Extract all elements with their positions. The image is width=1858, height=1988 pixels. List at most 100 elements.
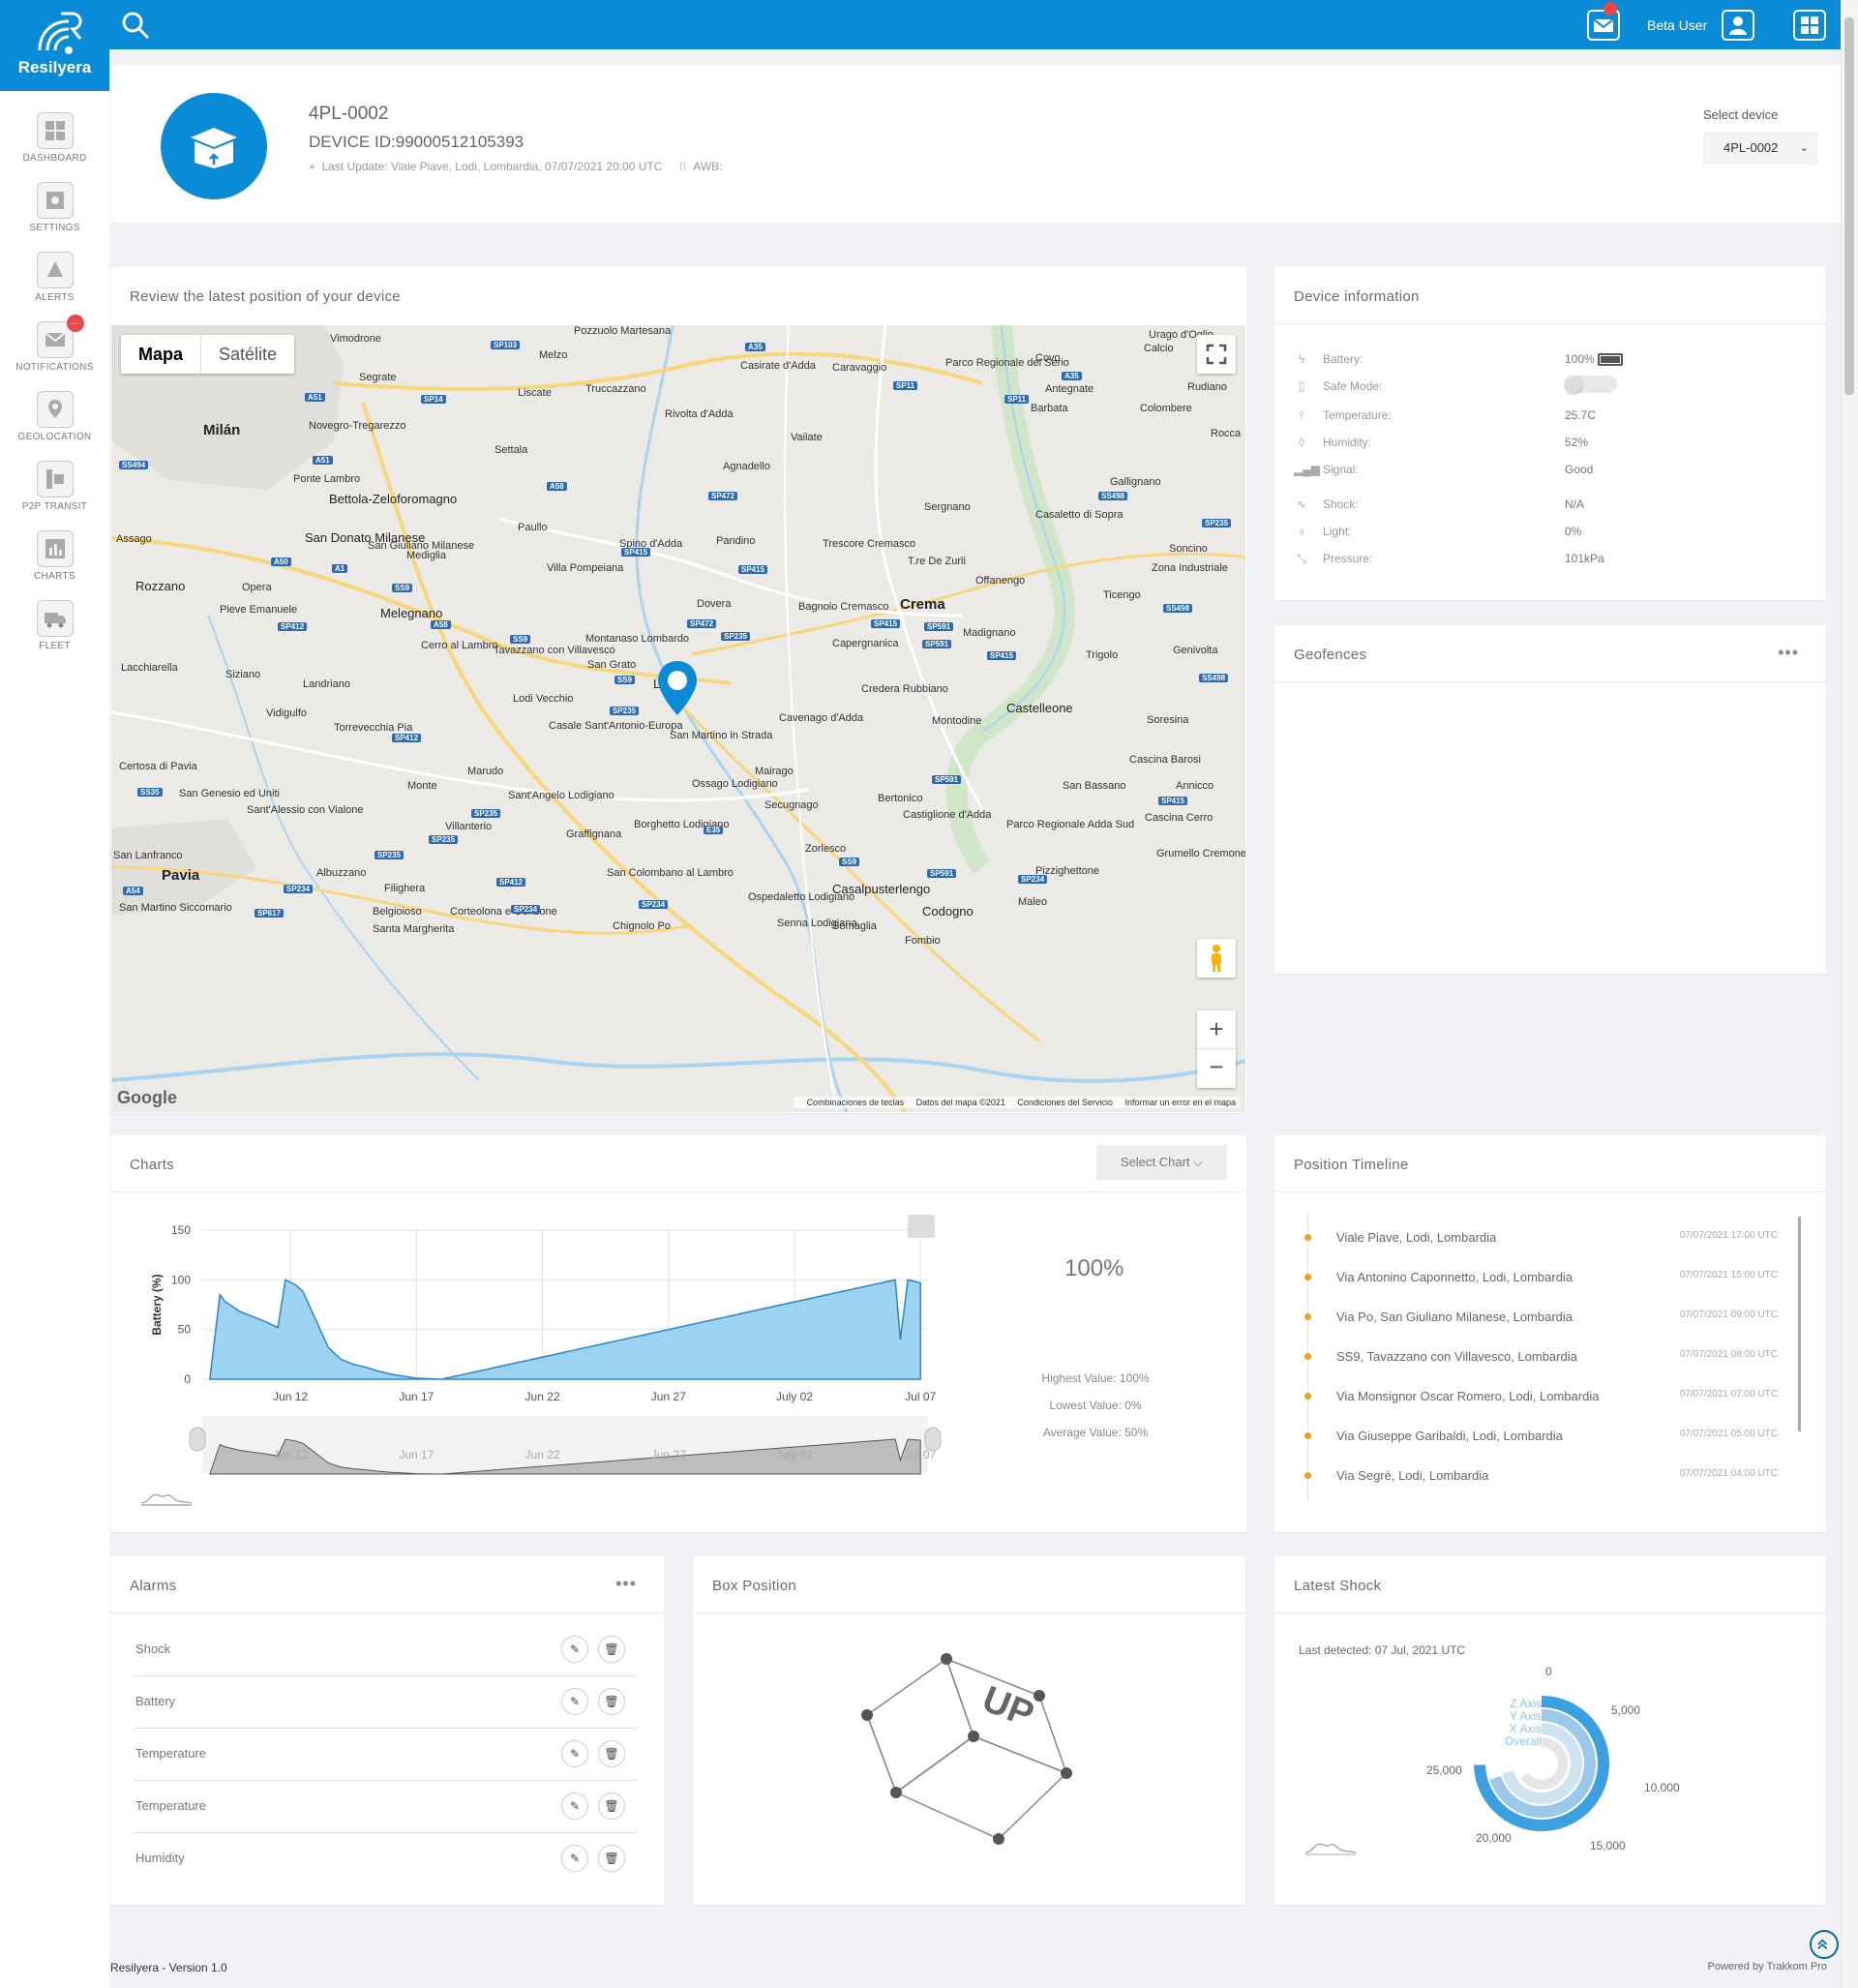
sidebar-item-p2p-transit[interactable]: P2P TRANSIT bbox=[0, 449, 109, 519]
info-light: ♁ Light: bbox=[1294, 525, 1352, 538]
search-icon[interactable] bbox=[120, 10, 151, 41]
timeline-item[interactable]: Via Antonino Caponnetto, Lodi, Lombardia… bbox=[1294, 1268, 1797, 1287]
sidebar-item-geolocation[interactable]: GEOLOCATION bbox=[0, 379, 109, 449]
chart-options-button bbox=[908, 1215, 935, 1238]
map-footer-data: Datos del mapa ©2021 bbox=[915, 1098, 1005, 1107]
battery-area-chart[interactable]: 0 50 100 150 Jun 12 Jun 17 Jun 22 Jun 27 July 02… bbox=[110, 1193, 981, 1522]
box-orientation-3d[interactable]: UP bbox=[854, 1645, 1086, 1878]
scroll-to-top-button[interactable] bbox=[1810, 1930, 1839, 1959]
map-place-label: Casaletto di Sopra bbox=[1035, 509, 1124, 521]
edit-pencil-icon[interactable]: ✎ bbox=[561, 1636, 588, 1663]
footer-powered-by[interactable]: Powered by Trakkom Pro bbox=[1707, 1961, 1828, 1973]
timeline-address: Via Antonino Caponnetto, Lodi, Lombardia bbox=[1336, 1270, 1573, 1284]
page-scrollbar-thumb[interactable] bbox=[1844, 17, 1854, 395]
sidebar-item-label: DASHBOARD bbox=[22, 153, 87, 164]
more-options-icon[interactable]: ••• bbox=[615, 1574, 637, 1593]
sidebar-item-notifications[interactable]: ... NOTIFICATIONS bbox=[0, 310, 109, 379]
fullscreen-button[interactable] bbox=[1197, 335, 1236, 374]
bolt-icon: ϟ bbox=[1298, 352, 1305, 366]
map-view[interactable]: Vimodrone Pozzuolo Martesana Melzo Casirate… bbox=[111, 325, 1245, 1112]
trash-icon[interactable]: 🗑 bbox=[598, 1740, 625, 1767]
select-chart-button[interactable]: Select Chart ⌵ bbox=[1096, 1145, 1227, 1180]
road-shield: SS494 bbox=[119, 461, 149, 469]
messages-button[interactable] bbox=[1587, 10, 1620, 41]
sidebar-item-charts[interactable]: CHARTS bbox=[0, 519, 109, 588]
road-shield: SP472 bbox=[687, 619, 717, 628]
tab-satelite[interactable]: Satélite bbox=[200, 335, 294, 374]
street-view-button[interactable] bbox=[1197, 939, 1236, 978]
edit-pencil-icon[interactable]: ✎ bbox=[561, 1688, 588, 1715]
timeline-item[interactable]: Via Giuseppe Garibaldi, Lodi, Lombardia 0… bbox=[1294, 1427, 1797, 1446]
map-place-label: Assago bbox=[116, 533, 152, 545]
timeline-item[interactable]: Viale Piave, Lodi, Lombardia 07/07/2021 1… bbox=[1294, 1228, 1797, 1248]
safe-mode-toggle[interactable] bbox=[1565, 376, 1617, 393]
device-info-title: Device information bbox=[1294, 288, 1420, 305]
brand-logo[interactable]: Resilyera bbox=[0, 0, 109, 91]
sidebar-item-settings[interactable]: SETTINGS bbox=[0, 170, 109, 240]
map-place-label: Ponte Lambro bbox=[293, 473, 361, 485]
device-location-marker[interactable] bbox=[655, 659, 700, 717]
map-place-label: San Lanfranco bbox=[113, 850, 183, 861]
map-place-label: San Martino Siccomario bbox=[119, 902, 232, 914]
gear-icon bbox=[36, 182, 74, 219]
shock-radial-chart[interactable] bbox=[1464, 1686, 1619, 1841]
timeline-address: Via Giuseppe Garibaldi, Lodi, Lombardia bbox=[1336, 1429, 1563, 1443]
map-place-label: Calcio bbox=[1144, 343, 1174, 354]
zoom-out-button[interactable]: − bbox=[1209, 1052, 1224, 1081]
trash-icon[interactable]: 🗑 bbox=[598, 1688, 625, 1715]
divider bbox=[1274, 1191, 1826, 1192]
sidebar-item-alerts[interactable]: ALERTS bbox=[0, 240, 109, 310]
map-footer-terms[interactable]: Condiciones del Servicio bbox=[1017, 1098, 1113, 1107]
timeline-date: 07/07/2021 08:00 UTC bbox=[1679, 1349, 1778, 1360]
sparkline-icon[interactable] bbox=[1304, 1837, 1358, 1856]
apps-menu-button[interactable] bbox=[1793, 10, 1826, 41]
user-profile-button[interactable] bbox=[1722, 10, 1754, 41]
legend-x-axis: X Axis bbox=[1509, 1722, 1542, 1735]
chevron-double-up-icon bbox=[1817, 1939, 1828, 1949]
battery-value: 100% bbox=[1565, 352, 1595, 366]
timeline-item[interactable]: Via Po, San Giuliano Milanese, Lombardia… bbox=[1294, 1308, 1797, 1327]
sidebar-item-dashboard[interactable]: DASHBOARD bbox=[0, 101, 109, 170]
map-place-label: Bertonico bbox=[878, 793, 923, 804]
timeline-item[interactable]: Via Segrè, Lodi, Lombardia 07/07/2021 04:… bbox=[1294, 1466, 1797, 1486]
shock-axis-10000: 10,000 bbox=[1644, 1781, 1680, 1794]
navigator-tick-label: Jun 12 bbox=[273, 1448, 308, 1461]
map-footer-shortcuts[interactable]: Combinaciones de teclas bbox=[806, 1098, 905, 1107]
map-place-label: Somaglia bbox=[832, 920, 877, 932]
sidebar-item-fleet[interactable]: FLEET bbox=[0, 588, 109, 658]
divider bbox=[1274, 323, 1826, 324]
timeline-scrollbar[interactable] bbox=[1798, 1217, 1801, 1431]
info-label: Light: bbox=[1323, 525, 1352, 538]
divider bbox=[110, 1612, 664, 1613]
z-axis-ring bbox=[1474, 1696, 1609, 1831]
timeline-item[interactable]: SS9, Tavazzano con Villavesco, Lombardia… bbox=[1294, 1347, 1797, 1367]
tab-mapa[interactable]: Mapa bbox=[138, 345, 184, 364]
envelope-icon: ... bbox=[36, 315, 84, 358]
map-place-label: Graffignana bbox=[566, 828, 622, 840]
road-shield: SP11 bbox=[1004, 395, 1030, 404]
bell-icon bbox=[36, 252, 74, 288]
x-tick-label: Jun 22 bbox=[525, 1390, 560, 1403]
trash-icon[interactable]: 🗑 bbox=[598, 1792, 625, 1820]
y-tick-label: 150 bbox=[171, 1223, 191, 1237]
map-place-label: San Bassano bbox=[1063, 780, 1126, 792]
map-roads bbox=[111, 325, 1245, 1112]
position-timeline-card: Position Timeline Viale Piave, Lodi, Lom… bbox=[1274, 1135, 1826, 1532]
page-scrollbar[interactable] bbox=[1841, 0, 1858, 1988]
more-options-icon[interactable]: ••• bbox=[1778, 643, 1799, 662]
edit-pencil-icon[interactable]: ✎ bbox=[561, 1845, 588, 1872]
username[interactable]: Beta User bbox=[1647, 17, 1708, 33]
map-place-label: Antegnate bbox=[1045, 383, 1094, 395]
road-shield: SS9 bbox=[614, 676, 636, 684]
map-footer-report[interactable]: Informar un error en el mapa bbox=[1124, 1098, 1236, 1107]
trash-icon[interactable]: 🗑 bbox=[598, 1845, 625, 1872]
zoom-in-button[interactable]: + bbox=[1197, 1010, 1236, 1049]
trash-icon[interactable]: 🗑 bbox=[598, 1636, 625, 1663]
timeline-item[interactable]: Via Monsignor Oscar Romero, Lodi, Lombar… bbox=[1294, 1387, 1797, 1406]
edit-pencil-icon[interactable]: ✎ bbox=[561, 1740, 588, 1767]
map-place-label: Villa Pompeiana bbox=[547, 562, 624, 574]
device-select[interactable]: 4PL-0002 ⌄ bbox=[1703, 132, 1817, 165]
map-place-label: Albuzzano bbox=[316, 867, 367, 879]
edit-pencil-icon[interactable]: ✎ bbox=[561, 1792, 588, 1820]
road-shield: SP412 bbox=[392, 734, 422, 742]
